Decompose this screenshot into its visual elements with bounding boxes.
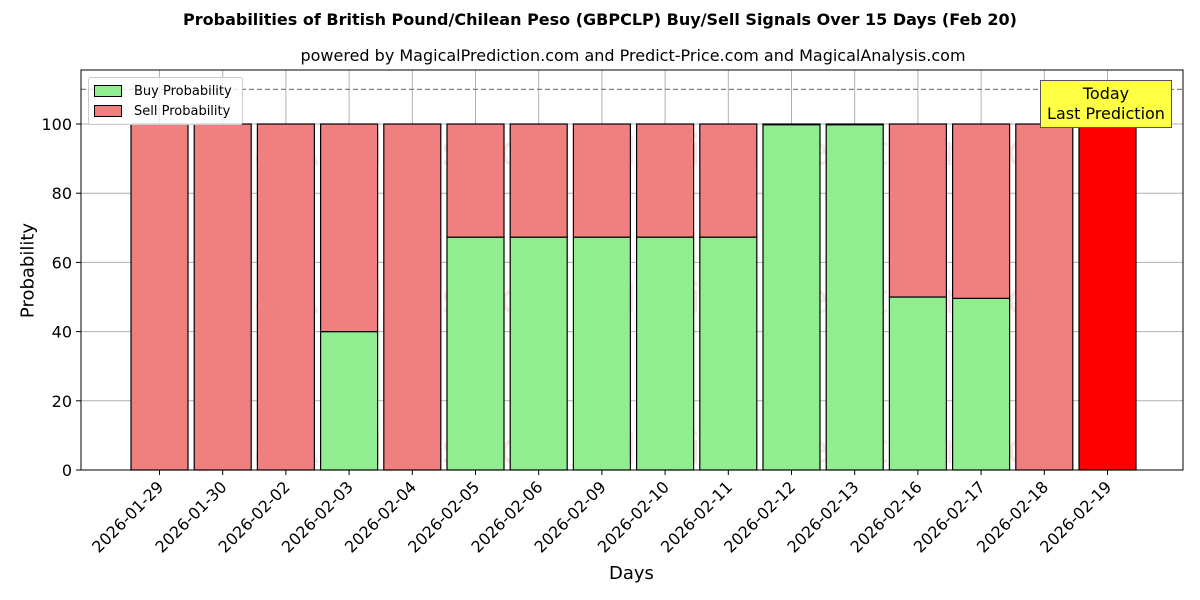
today-annotation: Today Last Prediction	[1040, 80, 1172, 128]
legend-sell-label: Sell Probability	[134, 103, 231, 119]
sell-bar	[635, 123, 695, 238]
sell-bar	[256, 123, 315, 471]
buy-bar	[446, 236, 505, 471]
last-prediction-label: Last Prediction	[1047, 104, 1165, 123]
y-tick-label: 60	[52, 253, 72, 272]
x-axis-label: Days	[609, 563, 654, 584]
buy-bar	[762, 124, 821, 471]
chart-subtitle: powered by MagicalPrediction.com and Pre…	[300, 46, 966, 65]
sell-bar	[699, 123, 758, 238]
buy-swatch	[94, 85, 122, 97]
sell-bar	[130, 123, 189, 471]
sell-bar	[825, 123, 884, 126]
y-tick-label: 80	[52, 184, 72, 203]
buy-bar	[825, 124, 884, 471]
sell-bar	[383, 123, 442, 471]
sell-bar	[572, 123, 632, 238]
y-tick-label: 40	[52, 323, 72, 342]
buy-bar	[572, 236, 632, 471]
buy-bar	[320, 331, 379, 471]
sell-swatch	[94, 105, 122, 117]
buy-bar	[635, 236, 695, 471]
buy-bar	[951, 297, 1011, 471]
sell-bar	[762, 123, 821, 126]
buy-bar	[699, 236, 758, 471]
today-label: Today	[1082, 84, 1130, 103]
sell-bar	[509, 123, 568, 238]
legend: Buy Probability Sell Probability	[88, 77, 243, 125]
buy-bar	[888, 296, 948, 471]
legend-item-sell: Sell Probability	[94, 102, 230, 120]
sell-bar	[951, 123, 1011, 299]
sell-bar	[193, 123, 252, 471]
today-sell-bar	[1078, 123, 1137, 471]
sell-bar	[1015, 123, 1074, 471]
sell-bar	[320, 123, 379, 333]
plot-frame	[80, 69, 1184, 471]
y-tick-label: 20	[52, 392, 72, 411]
sell-bar	[446, 123, 505, 238]
y-tick-label: 100	[41, 115, 72, 134]
y-tick-label: 0	[62, 461, 72, 480]
sell-bar	[888, 123, 948, 298]
buy-bar	[509, 236, 568, 471]
legend-item-buy: Buy Probability	[94, 82, 232, 100]
y-axis-label: Probability	[17, 222, 39, 319]
legend-buy-label: Buy Probability	[134, 83, 232, 99]
chart-title: Probabilities of British Pound/Chilean P…	[183, 10, 1017, 29]
